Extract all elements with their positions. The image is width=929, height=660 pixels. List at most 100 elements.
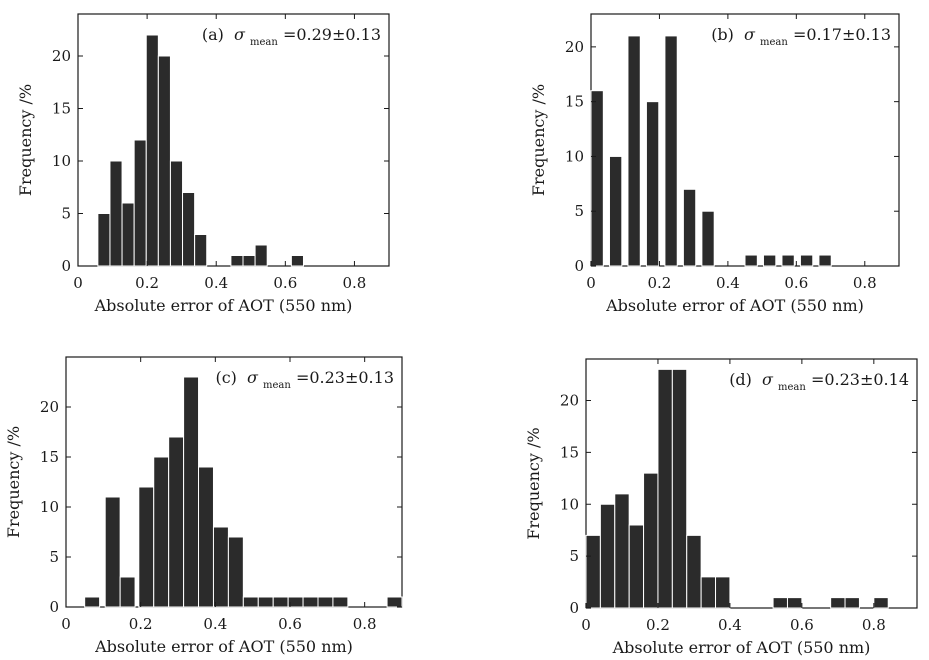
panel-b-bar bbox=[744, 254, 758, 267]
panel-a-bar bbox=[254, 244, 268, 267]
panel-b-bar bbox=[701, 210, 715, 267]
panel-d-ytick-label: 5 bbox=[569, 547, 579, 565]
panel-a-annotation: (a) σ mean =0.29±0.13 bbox=[202, 25, 381, 49]
panel-a-xtick-label: 0.8 bbox=[343, 274, 367, 292]
panel-c-xtick-label: 0 bbox=[61, 615, 71, 633]
panel-b-bar bbox=[818, 254, 832, 267]
panel-c-annotation-subscript: mean bbox=[263, 380, 291, 391]
panel-d-ytick-label: 0 bbox=[569, 599, 579, 617]
panel-c-annotation: (c) σ mean =0.23±0.13 bbox=[215, 368, 394, 392]
panel-b-bar bbox=[799, 254, 814, 267]
panel-d-bar bbox=[614, 493, 630, 609]
panel-d-annotation-subscript: mean bbox=[778, 382, 806, 393]
panel-c-annotation-label: (c) bbox=[215, 368, 236, 387]
panel-b-bar bbox=[590, 90, 604, 267]
panel-c-bar bbox=[198, 466, 214, 608]
panel-c-bar bbox=[168, 436, 185, 608]
panel-c-bar bbox=[302, 596, 319, 608]
panel-c-ytick-label: 0 bbox=[49, 598, 59, 616]
panel-b-xtick-label: 0 bbox=[586, 274, 596, 292]
panel-a-ticks: 0 0.2 0.4 0.6 0.8 0 5 10 15 20 bbox=[52, 14, 389, 292]
panel-c-ytick-label: 20 bbox=[40, 398, 59, 416]
panel-d-bar bbox=[643, 472, 659, 609]
panel-b-xlabel: Absolute error of AOT (550 nm) bbox=[605, 296, 864, 315]
panel-c-bar bbox=[227, 536, 244, 608]
panel-d-bar bbox=[715, 576, 731, 609]
panel-d-bar bbox=[657, 368, 673, 609]
panel-b-bar bbox=[627, 35, 641, 267]
panel-b-ytick-label: 15 bbox=[565, 93, 584, 111]
panel-a-bars bbox=[97, 34, 304, 267]
panel-b-bar bbox=[762, 254, 777, 267]
panel-d-ytick-label: 10 bbox=[560, 495, 579, 513]
panel-d-annotation: (d) σ mean =0.23±0.14 bbox=[729, 370, 909, 394]
panel-d-ylabel: Frequency /% bbox=[524, 427, 543, 539]
panel-d-bar bbox=[873, 597, 889, 609]
panel-d-annotation-symbol: σ bbox=[762, 370, 774, 389]
panel-b-annotation-subscript: mean bbox=[760, 37, 788, 48]
panel-a-bar bbox=[230, 255, 244, 267]
panel-a-bar bbox=[97, 213, 111, 267]
panel-d-frame bbox=[585, 358, 918, 609]
panel-b-annotation: (b) σ mean =0.17±0.13 bbox=[711, 25, 891, 49]
panel-a-bar bbox=[157, 55, 171, 267]
panel-a-bar bbox=[121, 202, 135, 267]
panel-c-xtick-label: 0.4 bbox=[203, 615, 227, 633]
panel-b-xtick-label: 0.4 bbox=[716, 274, 740, 292]
panel-c-ticks: 0 0.2 0.4 0.6 0.8 0 5 10 15 20 bbox=[40, 357, 402, 633]
panel-d-bar bbox=[844, 597, 860, 609]
panel-a-xtick-label: 0 bbox=[73, 274, 83, 292]
panel-a-bar bbox=[182, 192, 196, 267]
panel-a-bar bbox=[169, 160, 184, 267]
panel-a-bar bbox=[242, 255, 256, 267]
panel-b-ytick-label: 0 bbox=[574, 257, 584, 275]
panel-b-bar bbox=[608, 155, 623, 267]
panel-a-xtick-label: 0.4 bbox=[204, 274, 228, 292]
panel-b-ytick-label: 5 bbox=[574, 202, 584, 220]
panel-d-xtick-label: 0.8 bbox=[862, 616, 886, 634]
panel-c-bar bbox=[386, 596, 403, 608]
panel-b-xtick-label: 0.2 bbox=[648, 274, 672, 292]
panel-b-ytick-label: 10 bbox=[565, 147, 584, 165]
panel-a-ytick-label: 10 bbox=[52, 152, 71, 170]
panel-c-annotation-symbol: σ bbox=[247, 368, 259, 387]
panel-b-bar bbox=[645, 101, 660, 267]
panel-d-annotation-label: (d) bbox=[729, 370, 752, 389]
panel-b-bar bbox=[781, 254, 795, 267]
panel-a-bar bbox=[145, 34, 159, 267]
panel-c-bar bbox=[138, 486, 155, 608]
panel-a-annotation-symbol: σ bbox=[234, 25, 246, 44]
panel-b-ytick-label: 20 bbox=[565, 38, 584, 56]
panel-c-ytick-label: 10 bbox=[40, 498, 59, 516]
panel-a-ytick-label: 0 bbox=[61, 257, 71, 275]
panel-b-xtick-label: 0.6 bbox=[784, 274, 808, 292]
panel-d-xtick-label: 0.4 bbox=[718, 616, 742, 634]
panel-b-annotation-symbol: σ bbox=[744, 25, 756, 44]
panel-d-bar bbox=[628, 524, 645, 609]
panel-c-bar bbox=[242, 596, 259, 608]
panel-d-xtick-label: 0.6 bbox=[790, 616, 814, 634]
panel-c-bar bbox=[272, 596, 289, 608]
panel-a-annotation-value: =0.29±0.13 bbox=[283, 25, 381, 44]
panel-a-ytick-label: 20 bbox=[52, 47, 71, 65]
panel-d-bar bbox=[786, 597, 803, 609]
panel-c-bar bbox=[153, 456, 170, 608]
panel-a-bar bbox=[194, 234, 208, 267]
panel-c-xlabel: Absolute error of AOT (550 nm) bbox=[94, 637, 353, 656]
panel-c-xtick-label: 0.6 bbox=[278, 615, 302, 633]
panel-c-xtick-label: 0.8 bbox=[353, 615, 377, 633]
panel-c-ytick-label: 5 bbox=[49, 548, 59, 566]
panel-a-annotation-label: (a) bbox=[202, 25, 224, 44]
panel-b-bars bbox=[590, 35, 832, 267]
panel-c-bar bbox=[84, 596, 101, 608]
panel-a-bar bbox=[290, 255, 304, 267]
panel-a-annotation-subscript: mean bbox=[250, 37, 278, 48]
panel-c-xtick-label: 0.2 bbox=[129, 615, 153, 633]
panel-d: 0 0.2 0.4 0.6 0.8 0 5 10 15 20 Absolute error of … bbox=[524, 358, 918, 657]
panel-a: 0 0.2 0.4 0.6 0.8 0 5 10 15 20 Absolute error of … bbox=[16, 13, 390, 315]
panel-b-annotation-label: (b) bbox=[711, 25, 734, 44]
panel-d-bar bbox=[585, 534, 601, 609]
panel-a-bar bbox=[109, 160, 123, 267]
panel-d-bar bbox=[671, 368, 688, 609]
